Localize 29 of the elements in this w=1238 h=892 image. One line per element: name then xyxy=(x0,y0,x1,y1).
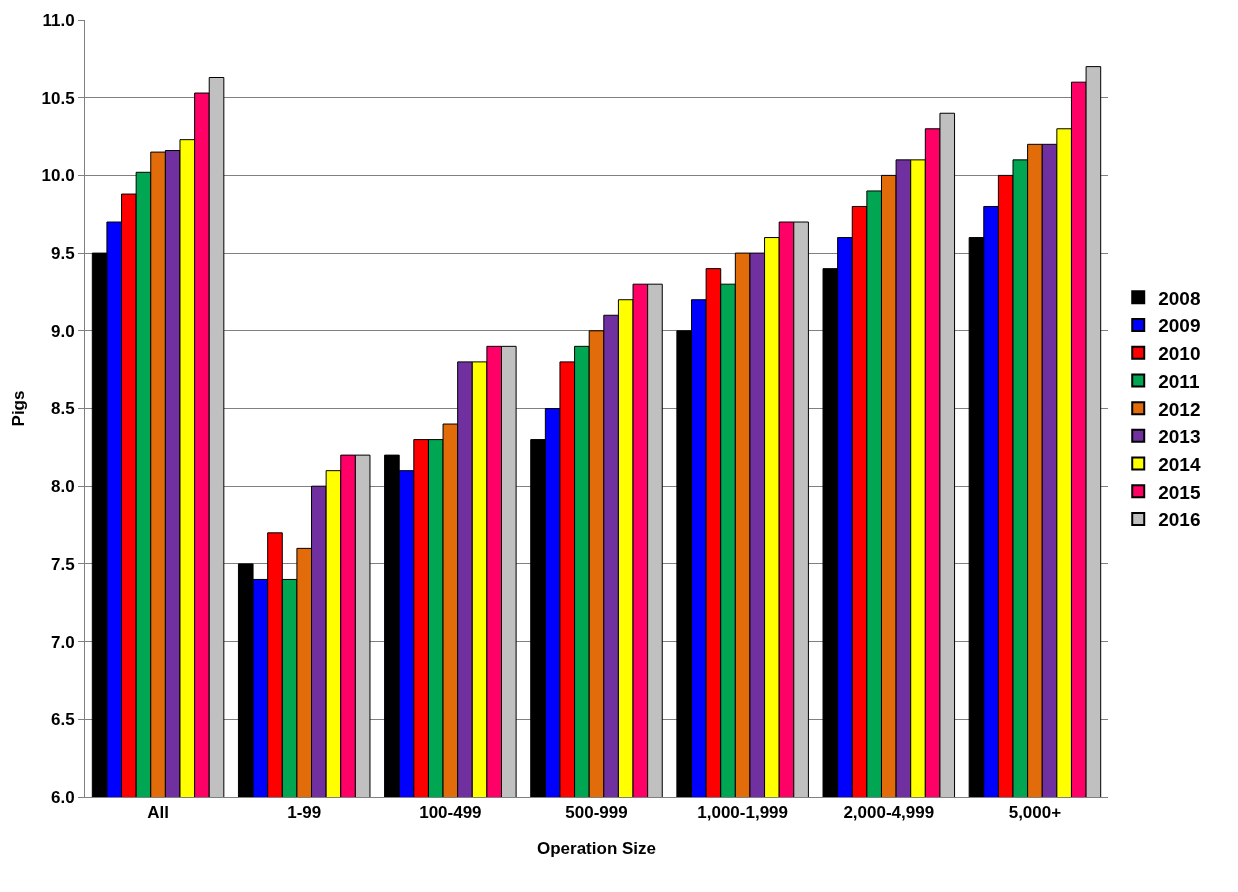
y-tick-label: 9.5 xyxy=(50,244,75,264)
y-tick-label: 8.0 xyxy=(50,477,75,497)
x-tick-label: All xyxy=(147,803,169,823)
x-tick-label: 1-99 xyxy=(287,803,322,823)
legend-label: 2010 xyxy=(1158,343,1201,365)
legend-label: 2015 xyxy=(1158,481,1201,503)
y-tick-label: 6.0 xyxy=(50,787,75,807)
y-tick-label: 10.0 xyxy=(41,166,75,186)
x-tick-label: 5,000+ xyxy=(1008,803,1062,823)
y-tick-label: 11.0 xyxy=(42,10,75,30)
legend-label: 2013 xyxy=(1158,426,1201,448)
legend-label: 2014 xyxy=(1158,453,1201,475)
y-tick-label: 6.5 xyxy=(50,710,75,730)
y-tick-label: 7.0 xyxy=(50,632,75,652)
y-axis-title: Pigs xyxy=(9,390,29,427)
legend-label: 2009 xyxy=(1158,315,1201,337)
x-tick-label: 500-999 xyxy=(565,803,628,823)
legend-label: 2011 xyxy=(1158,370,1200,392)
x-tick-label: 100-499 xyxy=(419,803,482,823)
x-axis-title: Operation Size xyxy=(536,838,657,858)
y-tick-label: 10.5 xyxy=(41,88,75,108)
legend-label: 2016 xyxy=(1158,509,1201,531)
x-tick-label: 1,000-1,999 xyxy=(697,803,789,823)
y-tick-label: 7.5 xyxy=(50,554,75,574)
y-tick-label: 9.0 xyxy=(50,321,75,341)
x-tick-label: 2,000-4,999 xyxy=(843,803,935,823)
legend-label: 2012 xyxy=(1158,398,1201,420)
legend-label: 2008 xyxy=(1158,287,1201,309)
y-tick-label: 8.5 xyxy=(50,399,75,419)
